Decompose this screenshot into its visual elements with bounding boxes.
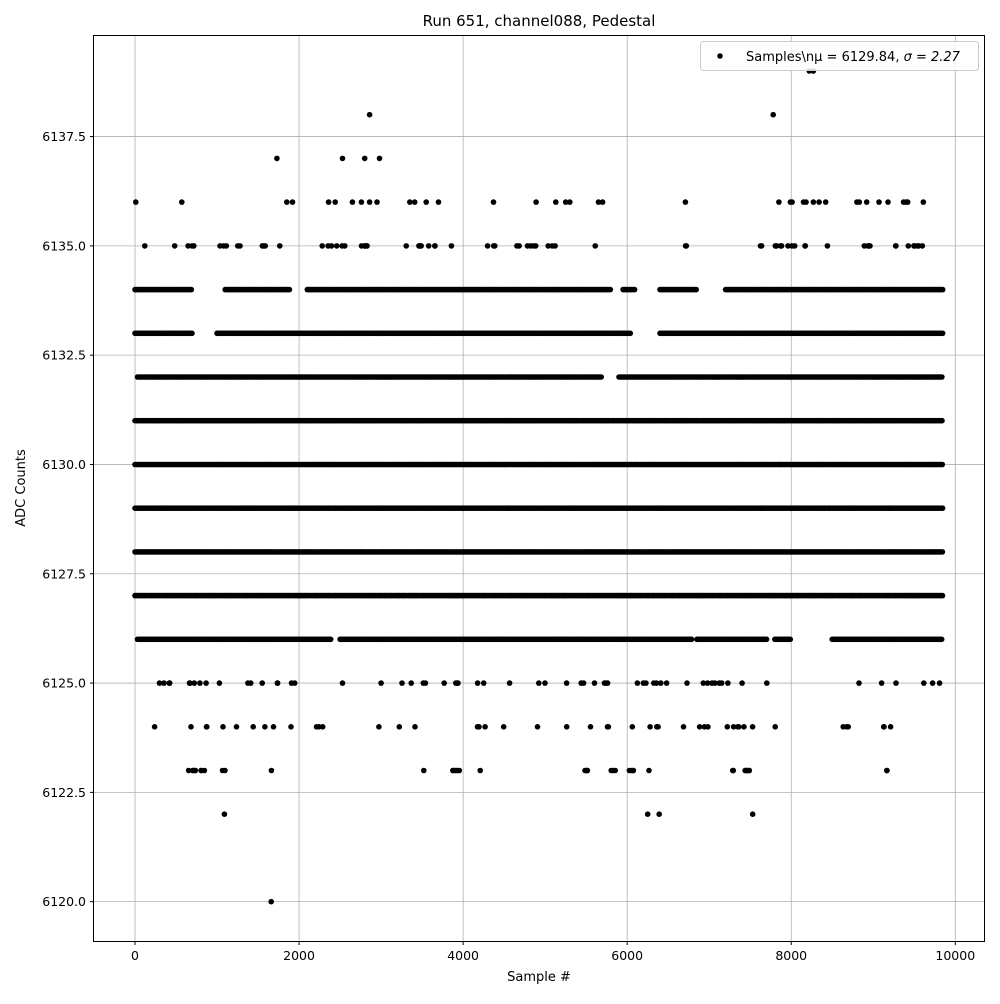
data-point bbox=[189, 287, 195, 293]
data-point bbox=[598, 374, 604, 380]
data-point bbox=[939, 374, 945, 380]
data-point bbox=[940, 593, 946, 599]
data-point bbox=[788, 637, 794, 643]
data-point bbox=[940, 505, 946, 511]
data-point bbox=[287, 287, 293, 293]
data-point bbox=[940, 549, 946, 555]
data-point bbox=[939, 418, 945, 424]
data-point bbox=[939, 637, 945, 643]
data-point bbox=[608, 287, 614, 293]
data-point bbox=[689, 637, 695, 643]
data-point bbox=[940, 331, 946, 337]
data-point bbox=[189, 331, 195, 337]
data-point bbox=[693, 287, 699, 293]
data-point bbox=[764, 637, 770, 643]
data-point bbox=[940, 462, 946, 468]
data-point bbox=[632, 287, 638, 293]
data-point bbox=[628, 331, 634, 337]
data-point bbox=[328, 637, 334, 643]
